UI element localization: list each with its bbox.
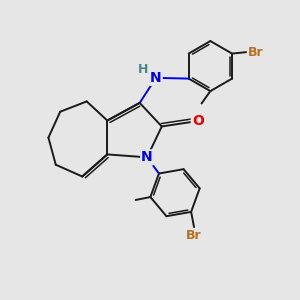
Text: H: H <box>137 62 148 76</box>
Text: Br: Br <box>186 229 202 242</box>
Text: N: N <box>141 150 153 164</box>
Text: Br: Br <box>248 46 263 59</box>
Text: N: N <box>150 71 162 85</box>
Text: O: O <box>192 114 204 128</box>
